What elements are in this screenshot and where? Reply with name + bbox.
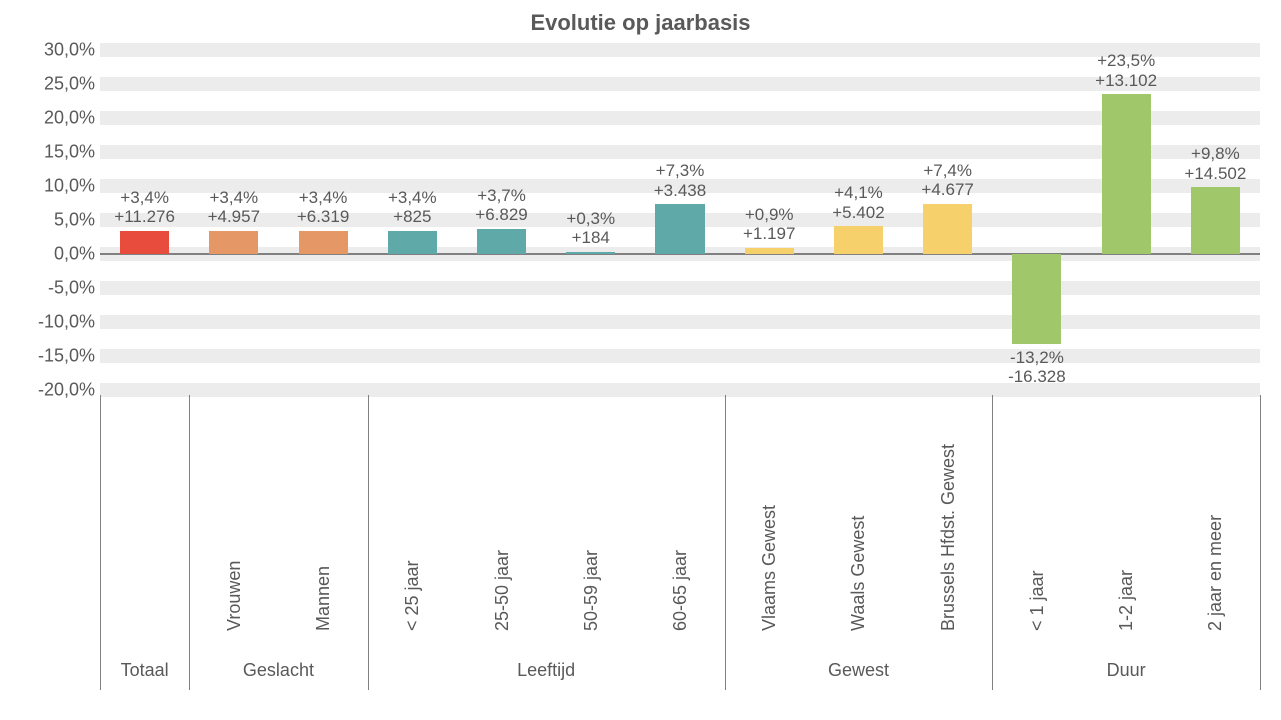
gridline: [100, 315, 1260, 329]
bar-pct-label: +3,7%: [454, 186, 549, 206]
bar: [745, 248, 794, 254]
bar-abs-label: +6.829: [454, 205, 549, 225]
x-category-label: Vrouwen: [224, 401, 245, 631]
group-label: Leeftijd: [368, 660, 725, 681]
group-separator: [189, 395, 190, 690]
bar-abs-label: +184: [543, 228, 638, 248]
x-category-label: 1-2 jaar: [1116, 401, 1137, 631]
bar: [209, 231, 258, 254]
bar-data-label: +23,5%+13.102: [1079, 51, 1174, 90]
bar-data-label: -13,2%-16.328: [989, 348, 1084, 387]
bar: [120, 231, 169, 254]
gridline: [100, 145, 1260, 159]
bar-abs-label: +5.402: [811, 203, 906, 223]
group-label: Duur: [992, 660, 1260, 681]
y-tick-label: 10,0%: [44, 176, 95, 197]
x-category-label: < 1 jaar: [1027, 401, 1048, 631]
group-label: Geslacht: [189, 660, 367, 681]
bar-abs-label: +825: [365, 207, 460, 227]
gridline: [100, 111, 1260, 125]
bar-abs-label: +1.197: [722, 224, 817, 244]
group-separator: [725, 395, 726, 690]
plot-area: +3,4%+11.276+3,4%+4.957+3,4%+6.319+3,4%+…: [100, 50, 1260, 390]
bar-pct-label: +3,4%: [186, 188, 281, 208]
gridline: [100, 383, 1260, 397]
x-category-label: Mannen: [313, 401, 334, 631]
bar: [1102, 94, 1151, 254]
bar-data-label: +7,4%+4.677: [900, 161, 995, 200]
group-separator: [100, 395, 101, 690]
y-tick-label: 15,0%: [44, 142, 95, 163]
group-separator: [1260, 395, 1261, 690]
bar: [477, 229, 526, 254]
bar: [1012, 254, 1061, 344]
bar-pct-label: +3,4%: [97, 188, 192, 208]
bar-abs-label: +14.502: [1168, 164, 1263, 184]
bar: [834, 226, 883, 254]
bar-pct-label: +7,3%: [632, 161, 727, 181]
bar-pct-label: +0,3%: [543, 209, 638, 229]
bar-pct-label: +0,9%: [722, 205, 817, 225]
bar-pct-label: +9,8%: [1168, 144, 1263, 164]
bar-data-label: +3,4%+6.319: [275, 188, 370, 227]
bar-abs-label: -16.328: [989, 367, 1084, 387]
group-separator: [368, 395, 369, 690]
y-axis-ticks: -20,0%-15,0%-10,0%-5,0%0,0%5,0%10,0%15,0…: [0, 50, 95, 390]
bar-abs-label: +4.677: [900, 180, 995, 200]
bar-pct-label: +3,4%: [275, 188, 370, 208]
bar-data-label: +3,4%+825: [365, 188, 460, 227]
bar: [388, 231, 437, 254]
y-tick-label: -5,0%: [48, 278, 95, 299]
bar-data-label: +9,8%+14.502: [1168, 144, 1263, 183]
x-category-label: 2 jaar en meer: [1205, 401, 1226, 631]
bar-data-label: +3,7%+6.829: [454, 186, 549, 225]
bar-abs-label: +13.102: [1079, 71, 1174, 91]
bar-abs-label: +11.276: [97, 207, 192, 227]
group-label: Gewest: [725, 660, 993, 681]
gridline: [100, 349, 1260, 363]
bar-abs-label: +4.957: [186, 207, 281, 227]
bar-pct-label: +3,4%: [365, 188, 460, 208]
x-category-label: < 25 jaar: [402, 401, 423, 631]
x-category-label: Brussels Hfdst. Gewest: [938, 401, 959, 631]
x-category-label: 50-59 jaar: [581, 401, 602, 631]
bar-data-label: +0,9%+1.197: [722, 205, 817, 244]
y-tick-label: 0,0%: [54, 244, 95, 265]
bar: [566, 252, 615, 254]
bar: [1191, 187, 1240, 254]
y-tick-label: -15,0%: [38, 346, 95, 367]
y-tick-label: 20,0%: [44, 108, 95, 129]
bar: [923, 204, 972, 254]
x-category-label: 25-50 jaar: [492, 401, 513, 631]
gridline: [100, 281, 1260, 295]
y-tick-label: 5,0%: [54, 210, 95, 231]
bar-pct-label: +23,5%: [1079, 51, 1174, 71]
bar-data-label: +7,3%+3.438: [632, 161, 727, 200]
group-separator: [992, 395, 993, 690]
bar-data-label: +0,3%+184: [543, 209, 638, 248]
x-category-label: Waals Gewest: [848, 401, 869, 631]
chart-container: Evolutie op jaarbasis -20,0% -15,0% -10,0%…: [0, 0, 1281, 720]
group-label: Totaal: [100, 660, 189, 681]
bar-data-label: +3,4%+4.957: [186, 188, 281, 227]
bar-abs-label: +6.319: [275, 207, 370, 227]
bar-pct-label: +7,4%: [900, 161, 995, 181]
y-tick-label: -20,0%: [38, 380, 95, 401]
y-tick-label: 30,0%: [44, 40, 95, 61]
bar-data-label: +4,1%+5.402: [811, 183, 906, 222]
bar-abs-label: +3.438: [632, 181, 727, 201]
bar-pct-label: -13,2%: [989, 348, 1084, 368]
y-tick-label: -10,0%: [38, 312, 95, 333]
bar: [299, 231, 348, 254]
x-category-label: Vlaams Gewest: [759, 401, 780, 631]
y-tick-label: 25,0%: [44, 74, 95, 95]
bar-pct-label: +4,1%: [811, 183, 906, 203]
chart-title: Evolutie op jaarbasis: [0, 10, 1281, 36]
bar: [655, 204, 704, 254]
x-category-label: 60-65 jaar: [670, 401, 691, 631]
bar-data-label: +3,4%+11.276: [97, 188, 192, 227]
